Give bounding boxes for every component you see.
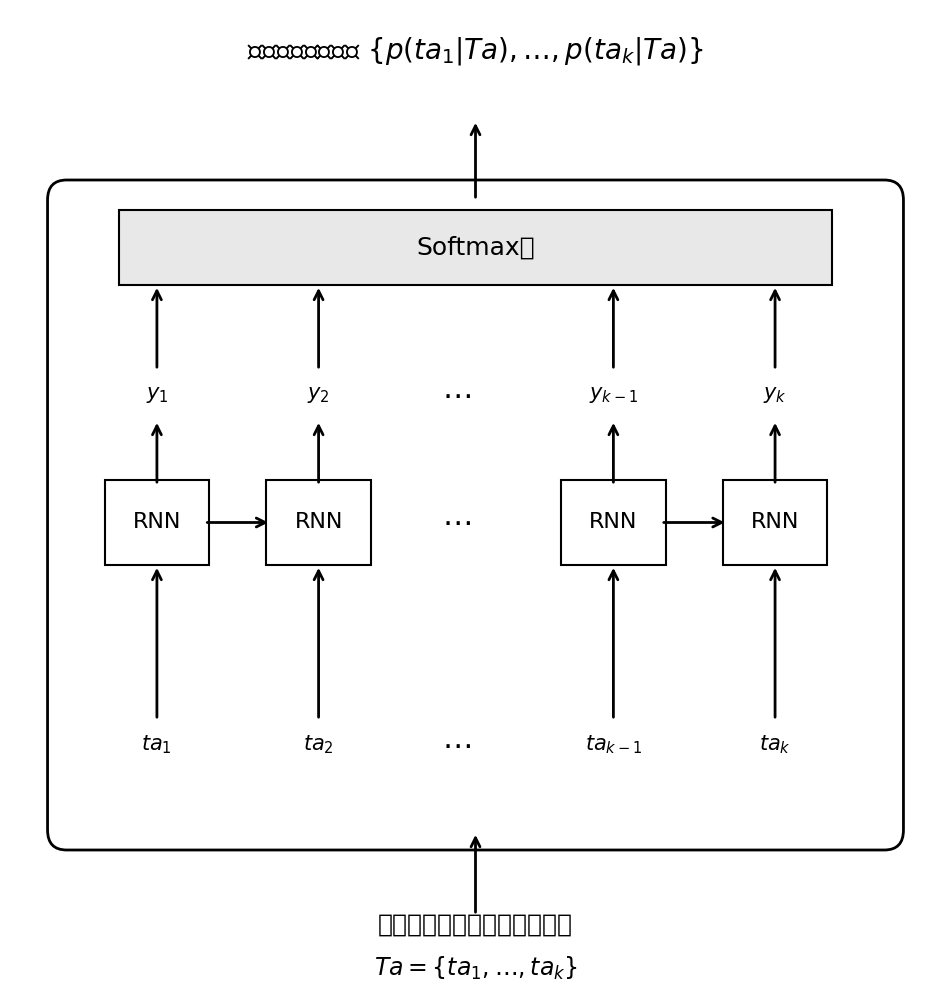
Text: $ta_k$: $ta_k$ xyxy=(759,734,791,756)
Text: $\cdots$: $\cdots$ xyxy=(442,508,471,537)
FancyBboxPatch shape xyxy=(723,480,827,565)
FancyBboxPatch shape xyxy=(561,480,666,565)
Text: RNN: RNN xyxy=(751,512,799,532)
Text: $y_1$: $y_1$ xyxy=(146,385,168,405)
Text: RNN: RNN xyxy=(133,512,181,532)
Text: 输入待选任务组成的特征向量: 输入待选任务组成的特征向量 xyxy=(378,913,573,937)
Text: $\cdots$: $\cdots$ xyxy=(442,730,471,760)
Text: RNN: RNN xyxy=(590,512,637,532)
FancyBboxPatch shape xyxy=(266,480,371,565)
Text: RNN: RNN xyxy=(295,512,342,532)
Text: $\cdots$: $\cdots$ xyxy=(442,380,471,410)
Text: $Ta = \{ta_1,\ldots,ta_k\}$: $Ta = \{ta_1,\ldots,ta_k\}$ xyxy=(374,954,577,982)
Text: $y_{k-1}$: $y_{k-1}$ xyxy=(589,385,638,405)
Text: 输出条件概率分布 $\{p(ta_1|Ta),\ldots,p(ta_k|Ta)\}$: 输出条件概率分布 $\{p(ta_1|Ta),\ldots,p(ta_k|Ta)… xyxy=(247,35,704,67)
Text: $ta_2$: $ta_2$ xyxy=(303,734,334,756)
FancyBboxPatch shape xyxy=(105,480,209,565)
Text: $y_k$: $y_k$ xyxy=(763,385,787,405)
FancyBboxPatch shape xyxy=(119,210,832,285)
FancyBboxPatch shape xyxy=(48,180,903,850)
Text: $ta_{k-1}$: $ta_{k-1}$ xyxy=(585,734,642,756)
Text: $y_2$: $y_2$ xyxy=(307,385,330,405)
Text: Softmax层: Softmax层 xyxy=(417,235,534,259)
Text: $ta_1$: $ta_1$ xyxy=(142,734,172,756)
